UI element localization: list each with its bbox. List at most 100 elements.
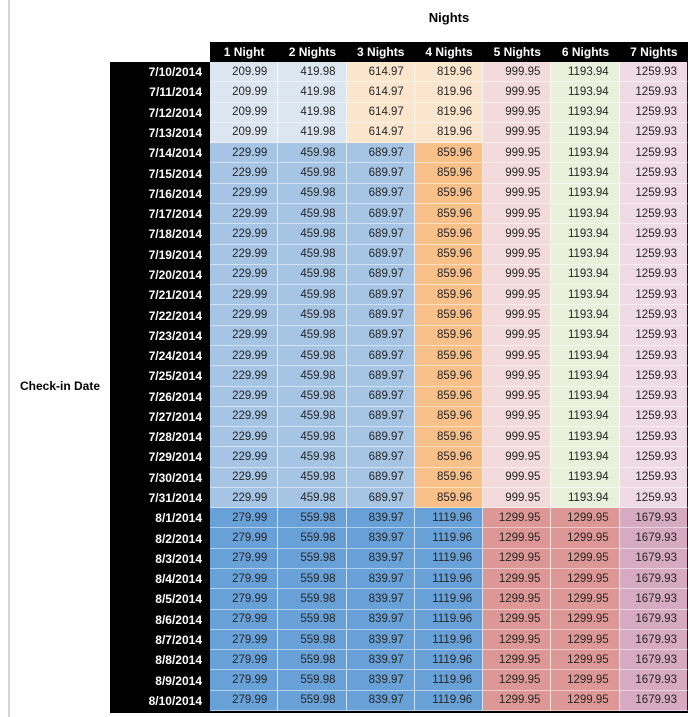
price-cell: 839.97 xyxy=(346,609,415,630)
price-cell: 999.95 xyxy=(483,366,552,387)
price-cell: 459.98 xyxy=(278,224,347,245)
price-cell: 279.99 xyxy=(210,690,279,711)
price-cell: 689.97 xyxy=(346,467,415,488)
price-cell: 999.95 xyxy=(483,325,552,346)
price-cell: 999.95 xyxy=(483,183,552,204)
price-cell: 999.95 xyxy=(483,163,552,184)
price-cell: 1259.93 xyxy=(619,203,688,225)
column-header: 2 Nights xyxy=(288,45,337,59)
row-date-label: 7/21/2014 xyxy=(110,285,210,306)
row-date-label: 7/26/2014 xyxy=(110,386,210,407)
price-cell: 999.95 xyxy=(483,264,552,286)
price-cell: 559.98 xyxy=(278,589,347,610)
price-cell: 1679.93 xyxy=(619,569,688,590)
price-cell: 229.99 xyxy=(210,285,279,306)
price-cell: 689.97 xyxy=(346,447,415,468)
row-date-label: 7/19/2014 xyxy=(110,244,210,265)
price-cell: 1299.95 xyxy=(551,629,620,651)
row-date-label: 7/15/2014 xyxy=(110,163,210,184)
price-cell: 229.99 xyxy=(210,345,279,367)
price-cell: 1679.93 xyxy=(619,508,688,529)
price-cell: 859.96 xyxy=(414,325,484,346)
price-cell: 859.96 xyxy=(414,143,484,164)
row-date-label: 7/25/2014 xyxy=(110,366,210,387)
price-cell: 1193.94 xyxy=(551,447,620,468)
row-date-label: 7/14/2014 xyxy=(110,143,210,164)
price-cell: 1679.93 xyxy=(619,670,688,691)
row-date-label: 7/20/2014 xyxy=(110,264,210,286)
price-cell: 999.95 xyxy=(483,427,552,448)
row-date-label: 7/23/2014 xyxy=(110,325,210,346)
price-cell: 459.98 xyxy=(278,447,347,468)
price-cell: 1679.93 xyxy=(619,690,688,711)
row-date-label: 7/12/2014 xyxy=(110,102,210,123)
price-cell: 559.98 xyxy=(278,528,347,549)
price-cell: 229.99 xyxy=(210,427,279,448)
price-cell: 1299.95 xyxy=(551,528,620,549)
price-cell: 1193.94 xyxy=(551,163,620,184)
price-cell: 839.97 xyxy=(346,569,415,590)
price-cell: 1259.93 xyxy=(619,487,688,509)
row-date-label: 7/28/2014 xyxy=(110,427,210,448)
price-cell: 1299.95 xyxy=(483,548,552,570)
price-cell: 1119.96 xyxy=(414,609,484,630)
price-cell: 1193.94 xyxy=(551,386,620,407)
price-cell: 999.95 xyxy=(483,224,552,245)
price-cell: 999.95 xyxy=(483,487,552,509)
price-cell: 209.99 xyxy=(210,82,279,103)
price-cell: 859.96 xyxy=(414,447,484,468)
price-cell: 279.99 xyxy=(210,609,279,630)
price-cell: 1259.93 xyxy=(619,163,688,184)
price-cell: 279.99 xyxy=(210,670,279,691)
table-title: Nights xyxy=(428,10,470,25)
price-cell: 1259.93 xyxy=(619,345,688,367)
price-cell: 1679.93 xyxy=(619,629,688,651)
row-date-label: 8/5/2014 xyxy=(110,589,210,610)
price-cell: 1193.94 xyxy=(551,366,620,387)
price-cell: 279.99 xyxy=(210,650,279,671)
row-date-label: 7/10/2014 xyxy=(110,62,210,83)
price-cell: 859.96 xyxy=(414,163,484,184)
price-cell: 1193.94 xyxy=(551,427,620,448)
price-cell: 859.96 xyxy=(414,264,484,286)
price-cell: 559.98 xyxy=(278,508,347,529)
price-cell: 459.98 xyxy=(278,467,347,488)
price-cell: 1299.95 xyxy=(483,690,552,711)
price-cell: 689.97 xyxy=(346,183,415,204)
price-cell: 279.99 xyxy=(210,508,279,529)
price-cell: 1259.93 xyxy=(619,224,688,245)
row-date-label: 8/9/2014 xyxy=(110,670,210,691)
price-cell: 614.97 xyxy=(346,102,415,123)
price-cell: 689.97 xyxy=(346,487,415,509)
price-cell: 1193.94 xyxy=(551,102,620,123)
price-cell: 999.95 xyxy=(483,102,552,123)
row-date-label: 8/10/2014 xyxy=(110,690,210,711)
price-cell: 229.99 xyxy=(210,203,279,225)
row-date-label: 8/8/2014 xyxy=(110,650,210,671)
price-cell: 1193.94 xyxy=(551,224,620,245)
price-cell: 1193.94 xyxy=(551,487,620,509)
price-cell: 1679.93 xyxy=(619,548,688,570)
price-cell: 1193.94 xyxy=(551,406,620,428)
price-cell: 459.98 xyxy=(278,244,347,265)
price-cell: 859.96 xyxy=(414,487,484,509)
price-cell: 1299.95 xyxy=(483,629,552,651)
price-cell: 1299.95 xyxy=(551,670,620,691)
price-cell: 999.95 xyxy=(483,305,552,326)
price-cell: 419.98 xyxy=(278,62,347,83)
row-date-label: 7/27/2014 xyxy=(110,406,210,428)
price-cell: 1299.95 xyxy=(551,508,620,529)
price-cell: 999.95 xyxy=(483,82,552,103)
price-cell: 229.99 xyxy=(210,183,279,204)
price-cell: 1679.93 xyxy=(619,609,688,630)
price-cell: 1119.96 xyxy=(414,508,484,529)
row-date-label: 7/22/2014 xyxy=(110,305,210,326)
row-axis-label: Check-in Date xyxy=(19,379,101,393)
price-cell: 209.99 xyxy=(210,122,279,144)
price-cell: 1299.95 xyxy=(483,569,552,590)
price-cell: 999.95 xyxy=(483,285,552,306)
price-cell: 1679.93 xyxy=(619,589,688,610)
price-cell: 859.96 xyxy=(414,244,484,265)
price-cell: 999.95 xyxy=(483,386,552,407)
price-cell: 839.97 xyxy=(346,508,415,529)
